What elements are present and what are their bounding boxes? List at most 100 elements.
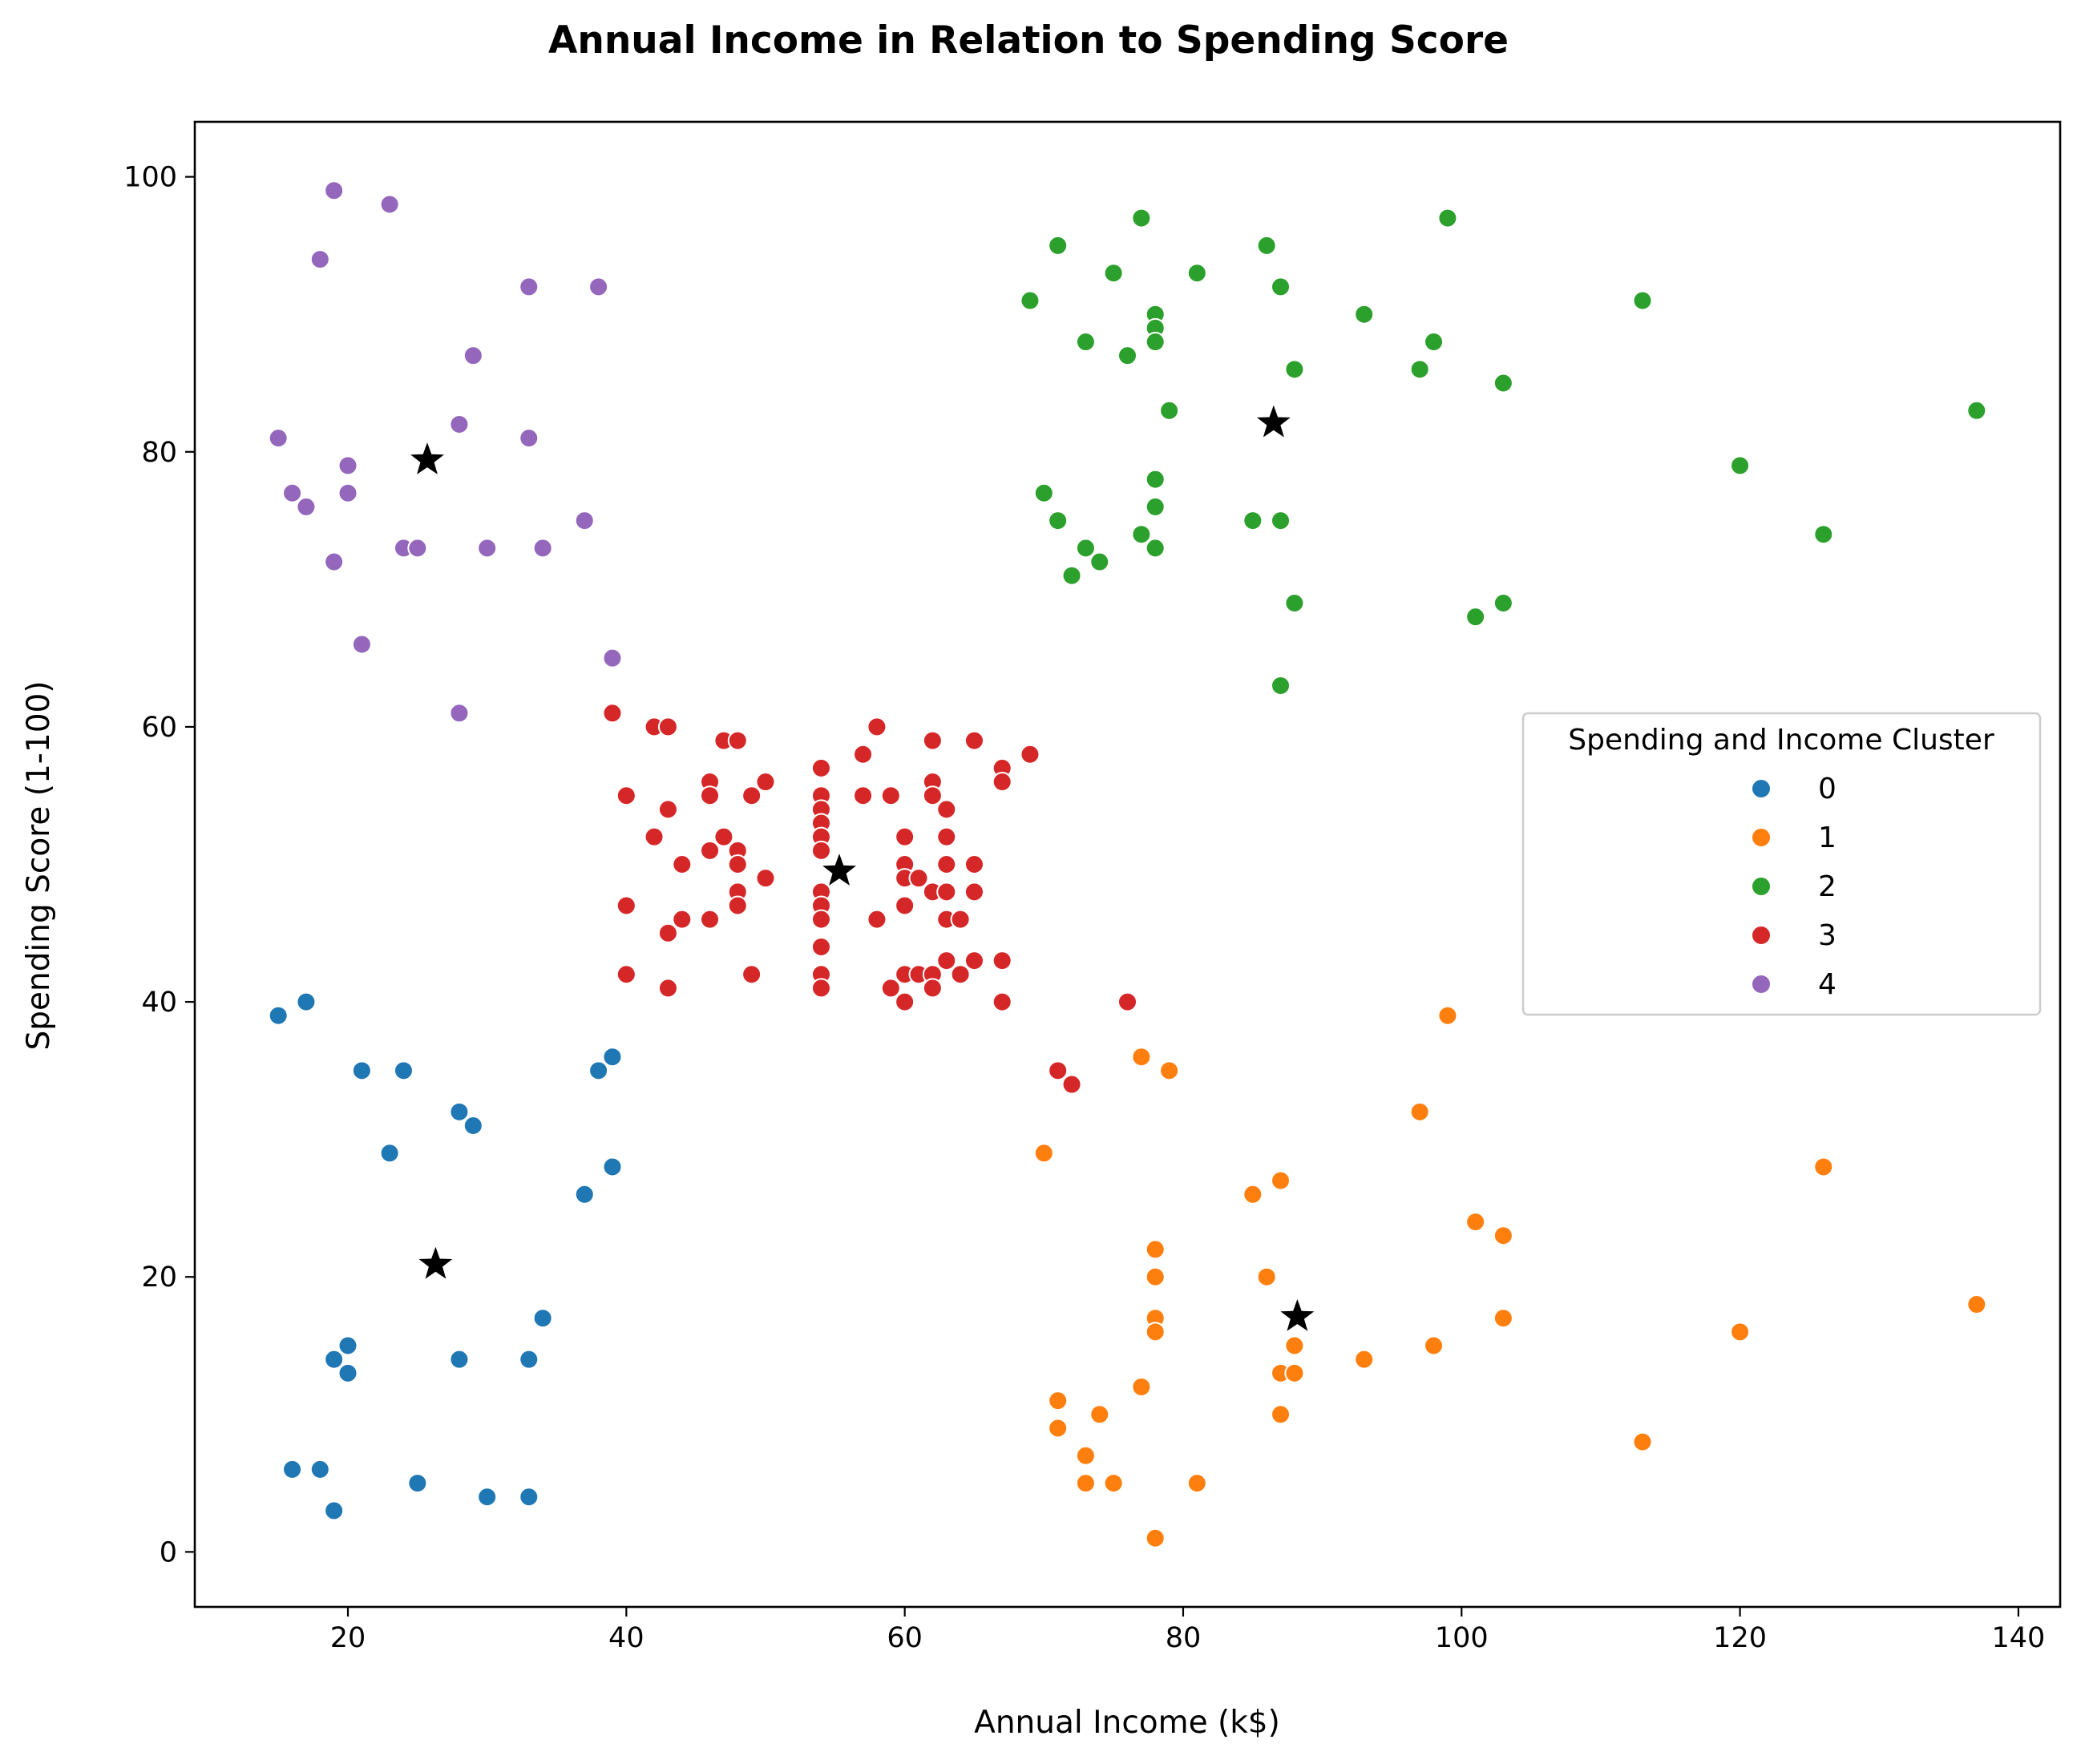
cluster-3-point	[964, 730, 984, 751]
cluster-0-point	[379, 1143, 400, 1164]
cluster-0-point	[588, 1060, 609, 1081]
x-tick-label: 40	[608, 1622, 645, 1654]
cluster-3-point	[1020, 744, 1040, 765]
cluster-1-point	[1966, 1294, 1987, 1315]
cluster-1-point	[1271, 1404, 1291, 1425]
cluster-2-point	[1145, 538, 1166, 559]
cluster-2-point	[1256, 235, 1277, 256]
cluster-3-point	[922, 785, 943, 806]
x-tick-label: 80	[1166, 1622, 1202, 1654]
cluster-0-point	[393, 1060, 414, 1081]
cluster-0-point	[519, 1487, 539, 1508]
cluster-4-point	[407, 538, 428, 559]
cluster-2-point	[1075, 332, 1096, 353]
chart-title: Annual Income in Relation to Spending Sc…	[548, 18, 1509, 63]
cluster-2-point	[1632, 290, 1653, 311]
cluster-3-point	[880, 785, 901, 806]
cluster-2-point	[1465, 607, 1486, 628]
cluster-0-point	[337, 1335, 358, 1356]
cluster-4-point	[519, 428, 539, 449]
cluster-3-point	[616, 785, 636, 806]
cluster-4-point	[296, 496, 317, 517]
cluster-3-point	[867, 909, 887, 930]
cluster-4-point	[532, 538, 553, 559]
cluster-1-point	[1075, 1445, 1096, 1466]
cluster-0-point	[449, 1101, 470, 1122]
cluster-3-point	[936, 882, 957, 902]
cluster-1-point	[1730, 1322, 1751, 1342]
cluster-0-point	[282, 1459, 303, 1479]
cluster-1-point	[1465, 1212, 1486, 1233]
cluster-4-point	[449, 703, 470, 724]
y-tick-label: 20	[141, 1261, 177, 1294]
legend-label: 4	[1818, 968, 1837, 1001]
cluster-4-point	[324, 180, 345, 201]
cluster-0-point	[477, 1487, 498, 1508]
cluster-1-point	[1033, 1143, 1054, 1164]
cluster-2-point	[1117, 345, 1137, 366]
cluster-3-point	[644, 826, 665, 847]
cluster-1-point	[1145, 1266, 1166, 1287]
cluster-0-point	[574, 1184, 595, 1205]
cluster-2-point	[1493, 373, 1513, 394]
cluster-3-point	[1061, 1074, 1082, 1095]
cluster-0-point	[324, 1500, 345, 1521]
cluster-3-point	[810, 978, 831, 999]
cluster-3-point	[700, 840, 721, 861]
cluster-3-point	[895, 991, 915, 1012]
cluster-2-point	[1271, 277, 1291, 297]
cluster-2-point	[1048, 511, 1069, 531]
cluster-3-point	[895, 895, 915, 916]
cluster-3-point	[810, 909, 831, 930]
plot-frame	[193, 120, 2062, 1609]
legend-box	[1521, 712, 2042, 1016]
cluster-4-point	[351, 634, 372, 655]
centroid-star-marker	[822, 854, 856, 886]
x-tick-label: 20	[330, 1622, 366, 1654]
cluster-3-point	[727, 854, 748, 874]
cluster-3-point	[616, 964, 636, 985]
legend-marker	[1751, 925, 1772, 946]
cluster-3-point	[700, 909, 721, 930]
cluster-1-point	[1424, 1335, 1445, 1356]
cluster-2-point	[1159, 400, 1180, 421]
cluster-2-point	[1075, 538, 1096, 559]
cluster-2-point	[1089, 551, 1110, 572]
cluster-3-point	[950, 964, 971, 985]
legend-marker	[1751, 876, 1772, 897]
cluster-1-point	[1145, 1528, 1166, 1548]
cluster-1-point	[1048, 1391, 1069, 1411]
cluster-0-point	[268, 1005, 289, 1026]
centroid-star-marker	[410, 442, 444, 474]
cluster-1-point	[1103, 1473, 1124, 1494]
cluster-1-point	[1145, 1322, 1166, 1342]
centroid-star-marker	[418, 1246, 453, 1279]
cluster-0-point	[519, 1349, 539, 1370]
cluster-0-point	[296, 991, 317, 1012]
data-points	[268, 180, 1987, 1548]
cluster-4-point	[324, 551, 345, 572]
cluster-3-point	[700, 785, 721, 806]
cluster-2-point	[1145, 496, 1166, 517]
cluster-4-point	[282, 482, 303, 503]
cluster-3-point	[810, 757, 831, 778]
cluster-3-point	[713, 826, 734, 847]
cluster-3-point	[741, 964, 762, 985]
cluster-2-point	[1243, 511, 1263, 531]
cluster-3-point	[936, 854, 957, 874]
cluster-0-point	[324, 1349, 345, 1370]
legend-marker	[1751, 778, 1772, 799]
legend-items: 0 1 2 3 4	[1751, 773, 1837, 1001]
cluster-3-point	[602, 703, 623, 724]
cluster-3-point	[936, 799, 957, 820]
cluster-1-point	[1256, 1266, 1277, 1287]
cluster-2-point	[1966, 400, 1987, 421]
cluster-3-point	[657, 799, 678, 820]
cluster-1-point	[1493, 1308, 1513, 1329]
cluster-3-point	[922, 978, 943, 999]
cluster-2-point	[1186, 263, 1207, 284]
cluster-1-point	[1145, 1239, 1166, 1260]
x-tick-label: 140	[1991, 1622, 2045, 1654]
